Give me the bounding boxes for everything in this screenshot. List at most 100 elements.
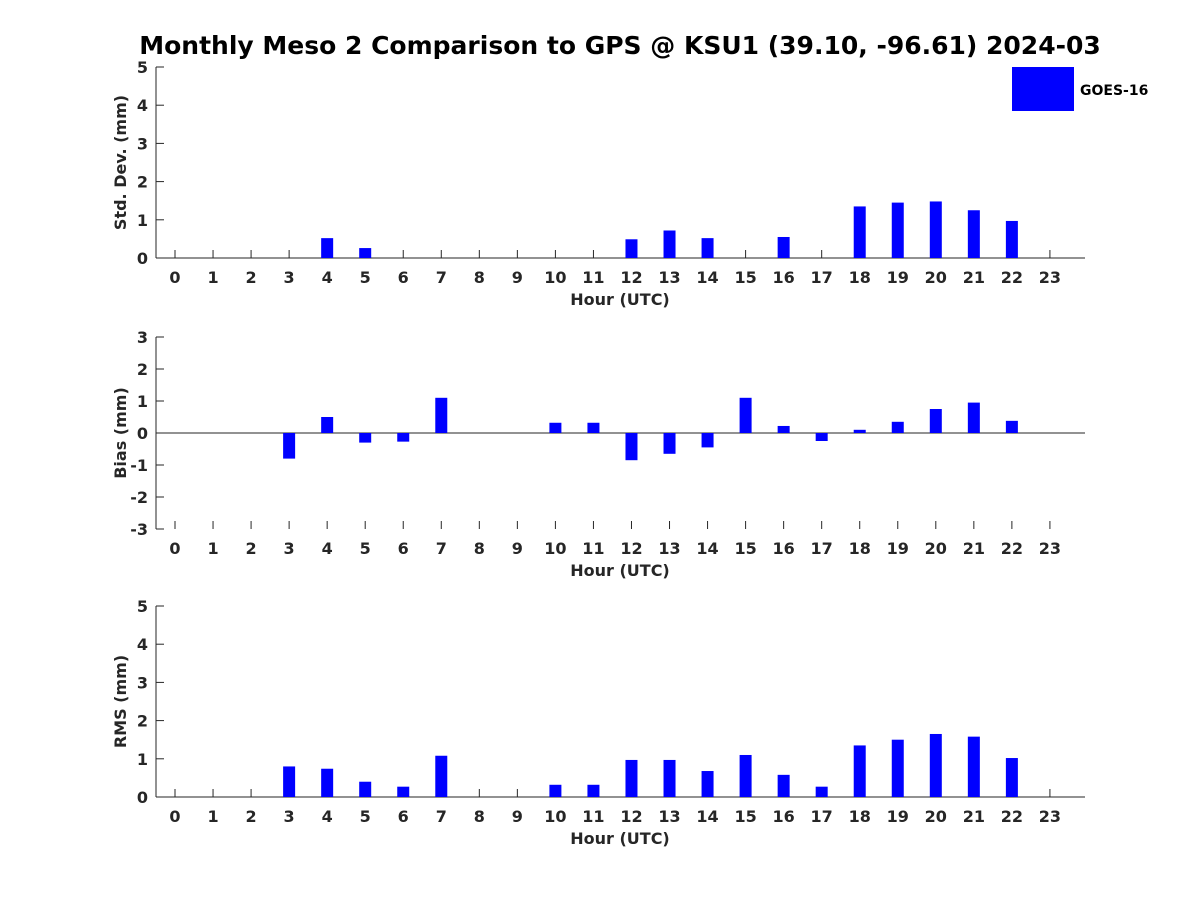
x-tick-label: 16 [773,539,795,558]
y-axis-label: RMS (mm) [111,655,130,748]
x-tick-label: 1 [207,539,218,558]
bar-hour-16 [777,236,790,258]
bar-hour-19 [891,739,904,797]
x-tick-label: 4 [322,807,333,826]
y-tick-label: -2 [130,488,148,507]
bar-hour-7 [435,397,448,433]
bar-hour-10 [549,784,562,797]
bar-hour-14 [701,238,714,258]
x-tick-label: 15 [734,268,756,287]
bar-hour-16 [777,425,790,433]
bar-hour-20 [929,733,942,797]
x-tick-label: 18 [849,268,871,287]
bar-hour-16 [777,774,790,797]
x-tick-label: 15 [734,539,756,558]
bar-hour-3 [283,766,296,797]
bar-hour-20 [929,409,942,433]
x-tick-label: 12 [620,807,642,826]
bar-hour-5 [359,248,372,258]
x-tick-label: 2 [246,268,257,287]
bar-hour-21 [967,210,980,258]
x-tick-label: 5 [360,268,371,287]
x-tick-label: 7 [436,807,447,826]
bar-hour-22 [1005,420,1018,433]
bar-hour-12 [625,759,638,797]
x-tick-label: 11 [582,807,604,826]
x-tick-label: 14 [696,807,718,826]
x-tick-label: 2 [246,539,257,558]
bar-hour-21 [967,402,980,433]
bar-hour-21 [967,736,980,797]
x-tick-label: 19 [887,268,909,287]
x-tick-label: 18 [849,807,871,826]
bar-hour-19 [891,202,904,258]
y-tick-label: 1 [137,750,148,769]
x-tick-label: 0 [169,539,180,558]
bar-hour-22 [1005,758,1018,797]
bar-hour-13 [663,759,676,797]
x-tick-label: 1 [207,268,218,287]
bar-hour-5 [359,781,372,797]
x-tick-label: 16 [773,268,795,287]
x-tick-label: 10 [544,539,566,558]
x-tick-label: 3 [284,807,295,826]
y-tick-label: 0 [137,249,148,268]
x-tick-label: 23 [1039,807,1061,826]
x-tick-label: 22 [1001,268,1023,287]
bar-hour-15 [739,754,752,797]
bar-hour-18 [853,745,866,797]
x-tick-label: 5 [360,539,371,558]
x-tick-label: 11 [582,539,604,558]
x-tick-label: 0 [169,268,180,287]
x-tick-label: 6 [398,807,409,826]
bar-hour-10 [549,422,562,433]
x-tick-label: 13 [658,539,680,558]
bar-hour-11 [587,784,600,797]
x-tick-label: 22 [1001,807,1023,826]
x-tick-label: 11 [582,268,604,287]
chart-title: Monthly Meso 2 Comparison to GPS @ KSU1 … [139,31,1101,60]
x-tick-label: 5 [360,807,371,826]
y-tick-label: -1 [130,456,148,475]
x-tick-label: 16 [773,807,795,826]
x-tick-label: 7 [436,268,447,287]
y-tick-label: 5 [137,597,148,616]
x-tick-label: 12 [620,539,642,558]
bar-hour-18 [853,206,866,258]
x-tick-label: 3 [284,268,295,287]
x-axis-label: Hour (UTC) [570,561,670,580]
x-tick-label: 6 [398,268,409,287]
x-axis-label: Hour (UTC) [570,829,670,848]
x-tick-label: 17 [811,268,833,287]
x-tick-label: 1 [207,807,218,826]
bar-hour-4 [321,238,334,258]
x-tick-label: 0 [169,807,180,826]
bar-hour-17 [815,433,828,441]
x-tick-label: 9 [512,807,523,826]
y-tick-label: 1 [137,211,148,230]
x-tick-label: 17 [811,807,833,826]
y-tick-label: 3 [137,134,148,153]
bar-hour-14 [701,771,714,797]
bar-hour-14 [701,433,714,448]
bar-hour-13 [663,433,676,454]
x-tick-label: 10 [544,807,566,826]
bar-hour-12 [625,433,638,461]
x-tick-label: 14 [696,268,718,287]
y-tick-label: 0 [137,424,148,443]
x-tick-label: 9 [512,268,523,287]
x-tick-label: 10 [544,268,566,287]
x-tick-label: 23 [1039,268,1061,287]
x-tick-label: 4 [322,268,333,287]
x-tick-label: 9 [512,539,523,558]
bar-hour-15 [739,397,752,433]
y-tick-label: 0 [137,788,148,807]
y-axis-label: Std. Dev. (mm) [111,95,130,230]
x-tick-label: 20 [925,268,947,287]
x-tick-label: 2 [246,807,257,826]
bar-hour-7 [435,755,448,797]
x-tick-label: 21 [963,539,985,558]
bar-hour-13 [663,230,676,258]
